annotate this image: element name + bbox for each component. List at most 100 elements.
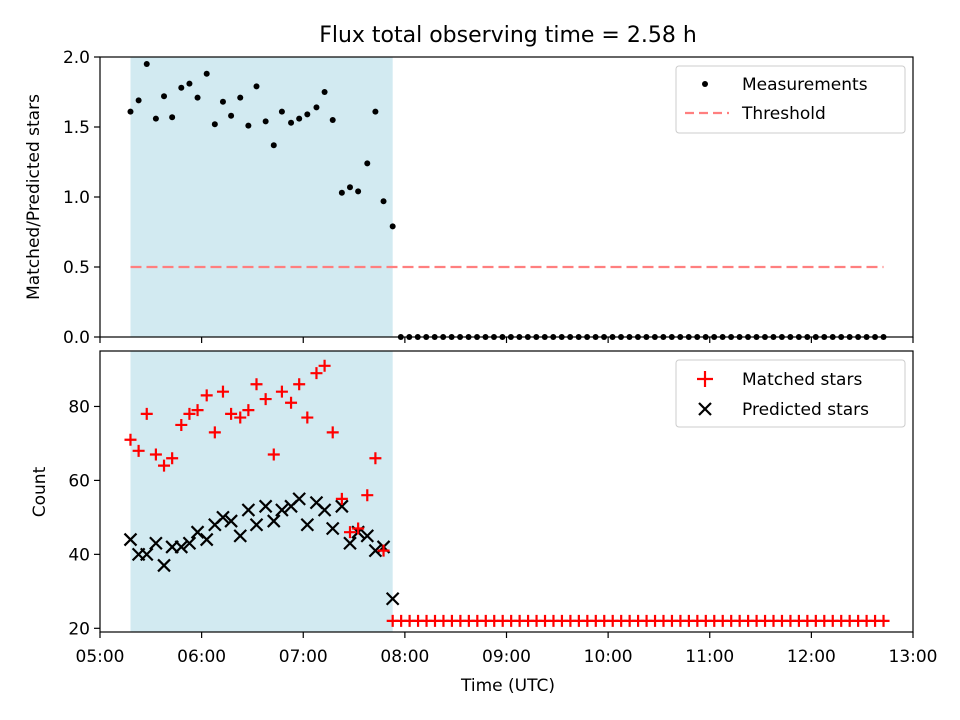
measurement-point bbox=[211, 121, 218, 128]
predicted-star-point bbox=[216, 510, 230, 525]
measurement-point bbox=[178, 84, 185, 91]
measurement-point bbox=[364, 160, 371, 167]
matched-star-point bbox=[343, 526, 356, 539]
predicted-star-point bbox=[368, 543, 383, 558]
matched-star-point bbox=[250, 378, 263, 391]
measurement-point bbox=[253, 83, 260, 90]
predicted-star-point bbox=[300, 517, 315, 532]
matched-star-point bbox=[166, 452, 179, 465]
legend-predicted-marker bbox=[698, 402, 712, 416]
matched-star-point bbox=[140, 407, 153, 420]
bottom-y-label: Count bbox=[30, 466, 50, 517]
matched-star-point bbox=[208, 426, 221, 439]
x-tick-label: 10:00 bbox=[584, 647, 633, 667]
x-tick-label: 06:00 bbox=[177, 647, 226, 667]
y-tick-label: 0.5 bbox=[63, 258, 90, 278]
predicted-star-point bbox=[199, 532, 214, 547]
measurement-point bbox=[203, 70, 210, 77]
predicted-star-point bbox=[233, 529, 248, 543]
top-highlight-span bbox=[130, 57, 393, 337]
matched-star-point bbox=[377, 544, 390, 557]
measurement-point bbox=[346, 184, 353, 191]
star-count-points bbox=[123, 359, 890, 627]
legend-measurements-label: Measurements bbox=[742, 75, 868, 95]
predicted-star-point bbox=[317, 503, 332, 517]
measurement-point bbox=[237, 94, 244, 101]
predicted-star-point bbox=[174, 540, 189, 554]
predicted-star-point bbox=[258, 499, 273, 514]
legend-matched-marker bbox=[697, 371, 713, 387]
matched-star-point bbox=[132, 444, 145, 457]
matched-star-point bbox=[216, 385, 229, 398]
measurement-point bbox=[245, 122, 252, 129]
legend-matched-label: Matched stars bbox=[742, 370, 862, 390]
measurement-point bbox=[194, 94, 201, 101]
y-tick-label: 80 bbox=[68, 397, 90, 417]
matched-star-point bbox=[361, 489, 374, 502]
measurement-point bbox=[219, 98, 226, 105]
measurement-point bbox=[372, 108, 379, 115]
measurement-point bbox=[304, 111, 311, 118]
predicted-star-point bbox=[343, 536, 357, 551]
y-tick-label: 0.0 bbox=[63, 328, 90, 348]
matched-star-point bbox=[259, 393, 272, 406]
predicted-star-point bbox=[123, 532, 138, 547]
matched-star-point bbox=[234, 411, 247, 424]
x-tick-label: 09:00 bbox=[482, 647, 531, 667]
y-tick-label: 40 bbox=[68, 545, 90, 565]
predicted-star-point bbox=[360, 529, 375, 543]
measurement-point bbox=[296, 115, 303, 122]
matched-star-point bbox=[124, 433, 137, 446]
matched-star-point bbox=[175, 418, 188, 431]
bottom-panel: 20 40 60 80 05:00 06:00 07:00 08:00 09:00 10:00 1… bbox=[30, 350, 938, 696]
bottom-legend: Matched stars Predicted stars bbox=[675, 359, 906, 428]
x-tick-label: 12:00 bbox=[787, 647, 836, 667]
predicted-star-point bbox=[385, 591, 400, 606]
predicted-star-point bbox=[249, 517, 264, 532]
matched-star-point bbox=[275, 385, 288, 398]
matched-star-point bbox=[369, 452, 382, 465]
measurement-point bbox=[313, 104, 320, 111]
predicted-star-point bbox=[190, 525, 205, 539]
y-tick-label: 20 bbox=[68, 619, 90, 639]
matched-star-point bbox=[242, 404, 255, 417]
x-tick-label: 13:00 bbox=[889, 647, 938, 667]
measurement-point bbox=[143, 61, 150, 67]
matched-star-point bbox=[352, 522, 365, 535]
x-tick-label: 08:00 bbox=[380, 647, 429, 667]
matched-star-point bbox=[191, 404, 204, 417]
matched-star-point bbox=[183, 407, 196, 420]
x-tick-label: 05:00 bbox=[76, 647, 125, 667]
top-y-ticks: 0.0 0.5 1.0 1.5 2.0 bbox=[63, 48, 100, 348]
measurement-point bbox=[288, 119, 295, 126]
matched-star-point bbox=[293, 378, 306, 391]
predicted-star-point bbox=[241, 503, 256, 517]
measurement-point bbox=[278, 108, 285, 115]
measurement-point bbox=[380, 198, 387, 205]
measurement-point bbox=[338, 189, 345, 196]
predicted-star-point bbox=[335, 499, 349, 514]
top-x-ticks bbox=[99, 337, 914, 343]
y-tick-label: 1.0 bbox=[63, 188, 90, 208]
bottom-highlight-span bbox=[130, 351, 393, 632]
matched-star-point bbox=[310, 367, 323, 380]
measurement-point bbox=[270, 142, 277, 149]
y-tick-label: 60 bbox=[68, 471, 90, 491]
predicted-star-point bbox=[224, 514, 238, 528]
matched-star-point bbox=[200, 389, 213, 402]
measurement-point bbox=[127, 108, 134, 115]
measurement-point bbox=[186, 80, 193, 87]
matched-star-point bbox=[149, 448, 162, 461]
legend-predicted-label: Predicted stars bbox=[742, 400, 869, 420]
matched-star-point bbox=[301, 411, 314, 424]
matched-star-point bbox=[285, 396, 298, 409]
measurement-point bbox=[321, 89, 328, 95]
chart-title: Flux total observing time = 2.58 h bbox=[319, 23, 697, 48]
matched-star-point bbox=[326, 426, 339, 439]
y-tick-label: 1.5 bbox=[63, 118, 90, 138]
matched-star-point bbox=[318, 359, 331, 372]
measurement-point bbox=[262, 118, 269, 125]
predicted-star-point bbox=[275, 503, 289, 517]
measurement-point bbox=[152, 115, 159, 122]
